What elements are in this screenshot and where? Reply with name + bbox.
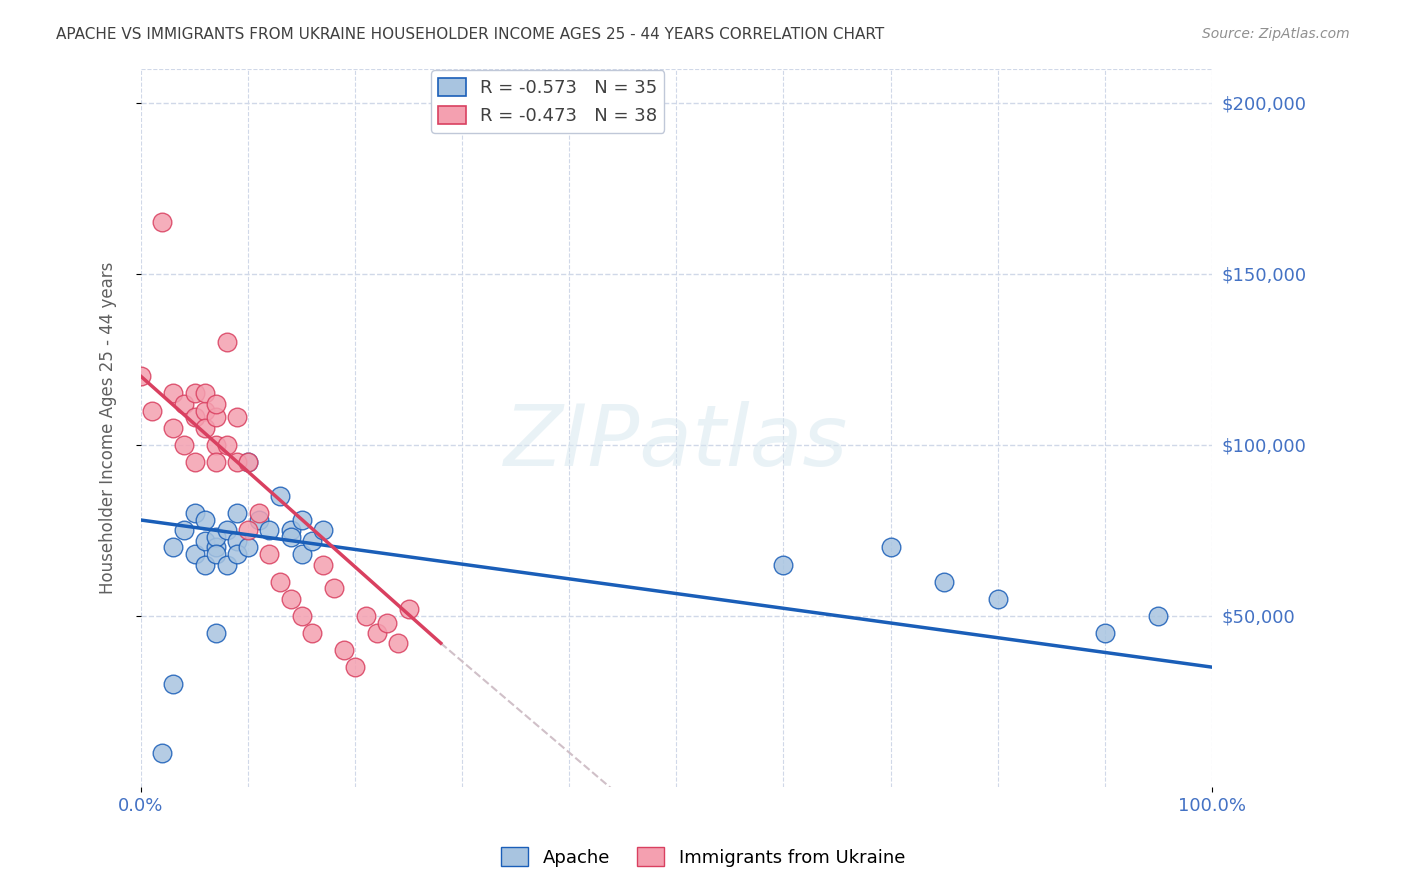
Apache <box>269 489 291 503</box>
Text: Source: ZipAtlas.com: Source: ZipAtlas.com <box>1202 27 1350 41</box>
Apache <box>162 677 184 691</box>
Apache <box>215 524 238 538</box>
Immigrants from Ukraine <box>205 455 228 469</box>
Apache <box>226 506 249 520</box>
Immigrants from Ukraine <box>129 369 152 384</box>
Text: ZIPatlas: ZIPatlas <box>505 401 848 483</box>
Apache <box>205 547 228 561</box>
Apache <box>162 541 184 555</box>
Apache <box>150 746 173 760</box>
Apache <box>259 524 281 538</box>
Apache <box>291 513 314 527</box>
Y-axis label: Householder Income Ages 25 - 44 years: Householder Income Ages 25 - 44 years <box>100 261 117 594</box>
Immigrants from Ukraine <box>375 615 398 630</box>
Apache <box>194 513 217 527</box>
Immigrants from Ukraine <box>183 410 205 425</box>
Apache <box>312 524 335 538</box>
Immigrants from Ukraine <box>236 455 259 469</box>
Immigrants from Ukraine <box>205 397 228 411</box>
Immigrants from Ukraine <box>162 386 184 401</box>
Apache <box>280 530 302 544</box>
Immigrants from Ukraine <box>215 335 238 350</box>
Immigrants from Ukraine <box>150 215 173 229</box>
Apache <box>226 533 249 548</box>
Immigrants from Ukraine <box>183 386 205 401</box>
Apache <box>194 533 217 548</box>
Immigrants from Ukraine <box>205 438 228 452</box>
Immigrants from Ukraine <box>141 403 163 417</box>
Immigrants from Ukraine <box>322 582 344 596</box>
Immigrants from Ukraine <box>173 397 195 411</box>
Immigrants from Ukraine <box>194 386 217 401</box>
Apache <box>1147 608 1170 623</box>
Immigrants from Ukraine <box>259 547 281 561</box>
Immigrants from Ukraine <box>173 438 195 452</box>
Apache <box>236 541 259 555</box>
Immigrants from Ukraine <box>162 420 184 434</box>
Apache <box>205 626 228 640</box>
Immigrants from Ukraine <box>387 636 409 650</box>
Apache <box>932 574 955 589</box>
Immigrants from Ukraine <box>236 524 259 538</box>
Immigrants from Ukraine <box>354 608 377 623</box>
Apache <box>280 524 302 538</box>
Immigrants from Ukraine <box>344 660 367 674</box>
Legend: Apache, Immigrants from Ukraine: Apache, Immigrants from Ukraine <box>494 840 912 874</box>
Apache <box>987 591 1010 606</box>
Apache <box>879 541 901 555</box>
Immigrants from Ukraine <box>333 643 356 657</box>
Apache <box>1094 626 1116 640</box>
Apache <box>173 524 195 538</box>
Immigrants from Ukraine <box>366 626 388 640</box>
Immigrants from Ukraine <box>226 455 249 469</box>
Apache <box>215 558 238 572</box>
Apache <box>236 455 259 469</box>
Immigrants from Ukraine <box>226 410 249 425</box>
Immigrants from Ukraine <box>194 403 217 417</box>
Immigrants from Ukraine <box>194 420 217 434</box>
Apache <box>205 530 228 544</box>
Apache <box>183 547 205 561</box>
Immigrants from Ukraine <box>398 602 420 616</box>
Immigrants from Ukraine <box>183 455 205 469</box>
Immigrants from Ukraine <box>280 591 302 606</box>
Immigrants from Ukraine <box>269 574 291 589</box>
Apache <box>301 533 323 548</box>
Apache <box>226 547 249 561</box>
Text: APACHE VS IMMIGRANTS FROM UKRAINE HOUSEHOLDER INCOME AGES 25 - 44 YEARS CORRELAT: APACHE VS IMMIGRANTS FROM UKRAINE HOUSEH… <box>56 27 884 42</box>
Apache <box>291 547 314 561</box>
Immigrants from Ukraine <box>301 626 323 640</box>
Apache <box>247 513 270 527</box>
Immigrants from Ukraine <box>312 558 335 572</box>
Immigrants from Ukraine <box>291 608 314 623</box>
Apache <box>194 558 217 572</box>
Immigrants from Ukraine <box>205 410 228 425</box>
Immigrants from Ukraine <box>247 506 270 520</box>
Apache <box>183 506 205 520</box>
Apache <box>205 541 228 555</box>
Immigrants from Ukraine <box>215 438 238 452</box>
Legend: R = -0.573   N = 35, R = -0.473   N = 38: R = -0.573 N = 35, R = -0.473 N = 38 <box>432 70 665 133</box>
Apache <box>772 558 794 572</box>
